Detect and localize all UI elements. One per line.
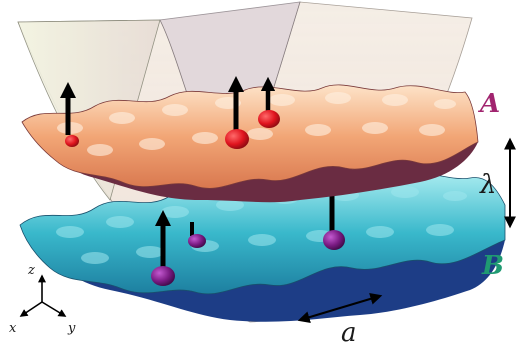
z-axis-label: z [27, 263, 35, 278]
y-axis-label: y [67, 321, 76, 336]
layer-a-label: A [477, 89, 500, 119]
layer-b-label: B [481, 251, 504, 281]
x-axis-label: x [9, 321, 17, 336]
interlayer-spacing-label: λ [479, 170, 496, 200]
lattice-constant-label: a [341, 318, 357, 345]
